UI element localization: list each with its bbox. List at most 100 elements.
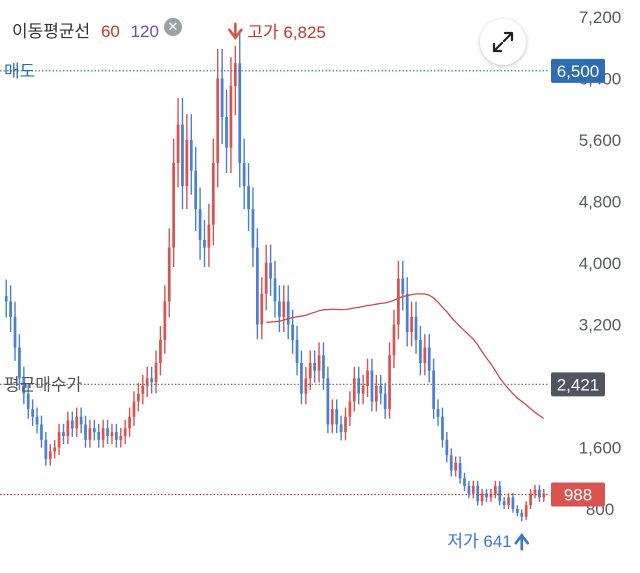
sell-price-badge-text: 6,500 <box>557 62 600 81</box>
candle-body <box>251 209 255 248</box>
expand-button[interactable] <box>480 19 526 65</box>
candle-body <box>520 512 524 517</box>
candle-body <box>463 478 466 486</box>
candle-body <box>542 493 546 498</box>
y-tick-label: 4,000 <box>579 254 622 273</box>
candle-body <box>401 278 405 294</box>
candle-body <box>414 316 418 340</box>
candle-body <box>361 386 365 394</box>
candle-body <box>211 163 215 225</box>
candle-body <box>441 416 444 440</box>
candle-body <box>379 386 383 394</box>
current-price-badge-bg <box>551 482 605 507</box>
current-price-badge-text: 988 <box>564 486 592 505</box>
candle-body <box>220 78 224 117</box>
candle-body <box>410 316 413 333</box>
candle-body <box>198 209 202 240</box>
candle-body <box>397 278 400 325</box>
candle-body <box>529 493 532 506</box>
candle-body <box>4 296 8 302</box>
candle-body <box>260 293 264 325</box>
candle-body <box>40 424 43 440</box>
candle-body <box>533 489 537 494</box>
close-icon[interactable]: ✕ <box>164 18 182 36</box>
candle-body <box>467 485 471 494</box>
candle-body <box>26 393 30 410</box>
candle-body <box>493 485 497 494</box>
candle-body <box>9 301 12 317</box>
candle-body <box>66 420 70 436</box>
candle-body <box>436 409 440 417</box>
candle-body <box>203 239 206 248</box>
candle-body <box>119 435 123 440</box>
legend-title: 이동평균선 <box>12 22 91 41</box>
candle-body <box>123 428 127 436</box>
candle-body <box>476 485 480 502</box>
candle-body <box>22 378 26 394</box>
candle-body <box>291 324 294 340</box>
candle-body <box>295 339 299 363</box>
candle-body <box>31 409 35 417</box>
candle-body <box>502 501 506 506</box>
candle-body <box>458 462 462 479</box>
high-price-label: 고가 6,825 <box>247 23 326 42</box>
avg-buy-label: 평균매수가 <box>4 375 83 394</box>
y-tick-label: 4,800 <box>579 193 622 212</box>
candle-body <box>388 355 391 410</box>
candle-body <box>454 462 458 471</box>
arrow-down-icon <box>228 22 243 40</box>
candle-body <box>308 362 312 379</box>
candle-body <box>256 247 259 325</box>
sell-price-badge-bg <box>551 58 605 83</box>
sell-label: 매도 <box>4 62 35 81</box>
candle-body <box>419 339 422 363</box>
candle-body <box>238 63 242 164</box>
candle-body <box>79 416 83 425</box>
candle-body <box>427 347 431 371</box>
candle-body <box>507 497 510 506</box>
candle-body <box>13 316 17 348</box>
candle-body <box>114 432 118 440</box>
candle-body <box>489 493 493 498</box>
candle-body <box>374 386 378 402</box>
candle-body <box>357 378 361 394</box>
candle-body <box>181 124 184 187</box>
candle-body <box>538 489 541 498</box>
candle-body <box>405 293 409 333</box>
legend-ma-short: 60 <box>100 22 120 41</box>
candle-body <box>485 493 488 498</box>
moving-average-60-line <box>266 293 545 420</box>
candle-body <box>313 362 317 371</box>
candle-body <box>97 432 101 440</box>
y-tick-label: 3,200 <box>579 316 622 335</box>
candle-body <box>344 416 347 433</box>
candle-body <box>524 505 528 517</box>
candle-body <box>480 493 484 502</box>
candle-body <box>335 409 339 425</box>
candle-body <box>137 393 140 402</box>
candle-body <box>471 485 475 494</box>
candle-body <box>515 509 519 513</box>
candle-body <box>225 116 228 148</box>
candle-body <box>348 401 352 417</box>
candle-body <box>300 362 303 394</box>
candle-body <box>189 140 193 171</box>
candle-body <box>75 416 79 429</box>
candle-body <box>242 163 246 187</box>
candle-body <box>172 163 176 248</box>
candle-body <box>304 378 308 394</box>
candle-body <box>352 378 356 402</box>
candle-layer <box>4 32 546 522</box>
arrow-up-icon <box>514 533 530 551</box>
candle-body <box>101 428 105 440</box>
candle-body <box>370 370 374 402</box>
candle-body <box>88 428 92 440</box>
moving-average-legend: 이동평균선 60 120 <box>12 17 165 42</box>
candle-body <box>132 401 136 417</box>
candle-body <box>57 432 61 448</box>
candle-body <box>383 393 387 410</box>
candle-body <box>326 378 330 425</box>
